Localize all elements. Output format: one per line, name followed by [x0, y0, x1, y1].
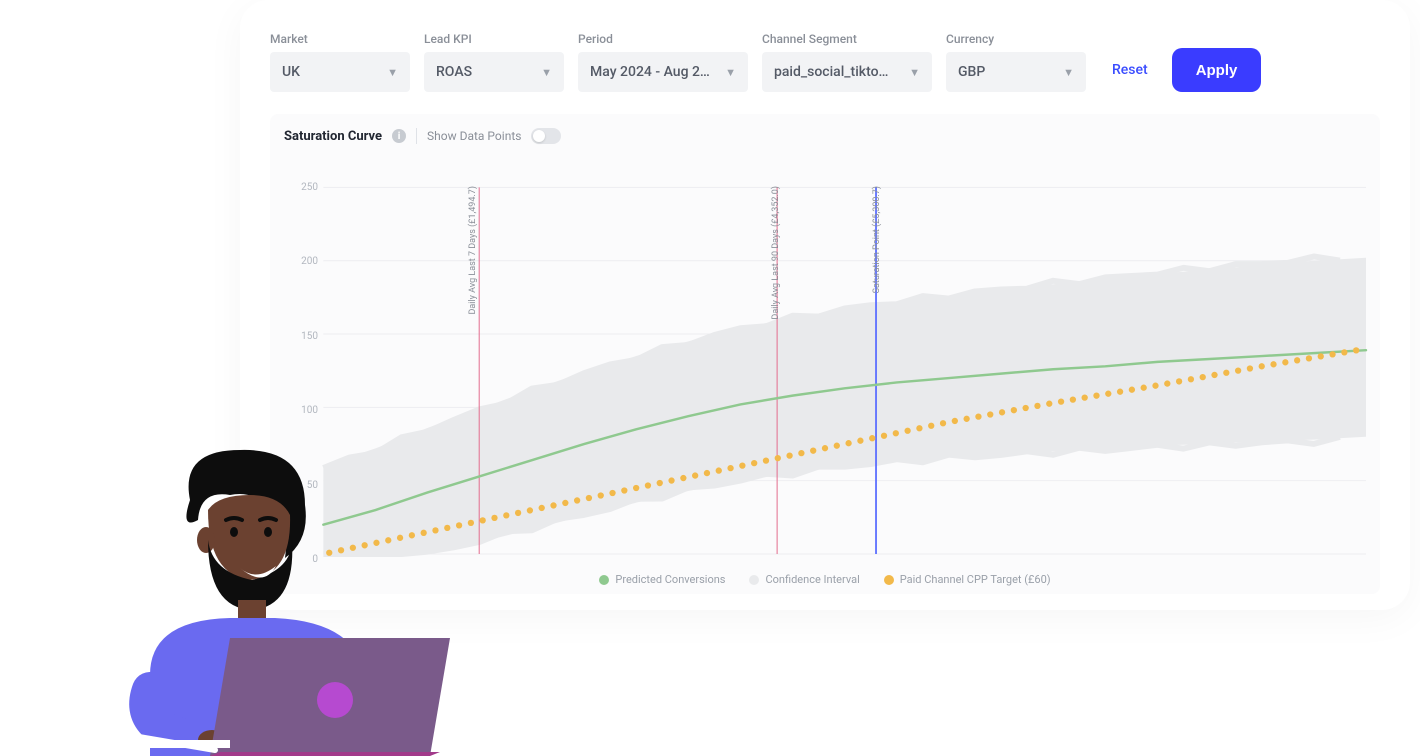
divider: [416, 128, 417, 144]
chevron-down-icon: ▼: [541, 66, 552, 79]
vline-label: Daily Avg Last 90 Days (£4,352.0): [771, 186, 781, 320]
filter-currency-label: Currency: [946, 32, 1086, 46]
currency-value: GBP: [958, 64, 985, 80]
period-select[interactable]: May 2024 - Aug 2… ▼: [578, 52, 748, 92]
dot-icon: [749, 575, 759, 585]
chart-title: Saturation Curve: [284, 129, 382, 144]
reset-link[interactable]: Reset: [1112, 62, 1148, 78]
market-value: UK: [282, 64, 300, 80]
lead-kpi-value: ROAS: [436, 64, 472, 80]
market-select[interactable]: UK ▼: [270, 52, 410, 92]
legend-ci: Confidence Interval: [749, 573, 859, 586]
chevron-down-icon: ▼: [387, 66, 398, 79]
show-data-points-label: Show Data Points: [427, 129, 521, 143]
legend-ci-label: Confidence Interval: [765, 573, 859, 586]
person-illustration: [80, 440, 450, 756]
filter-market: Market UK ▼: [270, 32, 410, 92]
chart-header: Saturation Curve i Show Data Points: [284, 128, 1366, 144]
chevron-down-icon: ▼: [725, 66, 736, 79]
filter-period: Period May 2024 - Aug 2… ▼: [578, 32, 748, 92]
chevron-down-icon: ▼: [1063, 66, 1074, 79]
dot-icon: [599, 575, 609, 585]
legend-target: Paid Channel CPP Target (£60): [884, 573, 1051, 586]
filter-lead-kpi: Lead KPI ROAS ▼: [424, 32, 564, 92]
filter-currency: Currency GBP ▼: [946, 32, 1086, 92]
y-tick-label: 100: [294, 405, 318, 416]
legend-target-label: Paid Channel CPP Target (£60): [900, 573, 1051, 586]
vline-label: Saturation Point (£5,300.7): [872, 186, 882, 293]
filter-lead-kpi-label: Lead KPI: [424, 32, 564, 46]
channel-select[interactable]: paid_social_tikto… ▼: [762, 52, 932, 92]
filter-channel-segment: Channel Segment paid_social_tikto… ▼: [762, 32, 932, 92]
dot-icon: [884, 575, 894, 585]
channel-value: paid_social_tikto…: [774, 64, 888, 80]
y-tick-label: 150: [294, 331, 318, 342]
y-tick-label: 200: [294, 256, 318, 267]
currency-select[interactable]: GBP ▼: [946, 52, 1086, 92]
info-icon[interactable]: i: [392, 129, 406, 143]
legend-predicted-label: Predicted Conversions: [615, 573, 725, 586]
chevron-down-icon: ▼: [909, 66, 920, 79]
filter-period-label: Period: [578, 32, 748, 46]
y-tick-label: 250: [294, 182, 318, 193]
filter-channel-label: Channel Segment: [762, 32, 932, 46]
legend-predicted: Predicted Conversions: [599, 573, 725, 586]
filter-market-label: Market: [270, 32, 410, 46]
period-value: May 2024 - Aug 2…: [590, 64, 710, 80]
apply-button[interactable]: Apply: [1172, 48, 1262, 92]
vline-label: Daily Avg Last 7 Days (£1,494.7): [468, 186, 478, 315]
show-data-points-toggle[interactable]: [531, 128, 561, 144]
lead-kpi-select[interactable]: ROAS ▼: [424, 52, 564, 92]
filter-bar: Market UK ▼ Lead KPI ROAS ▼ Period May 2…: [270, 30, 1380, 92]
